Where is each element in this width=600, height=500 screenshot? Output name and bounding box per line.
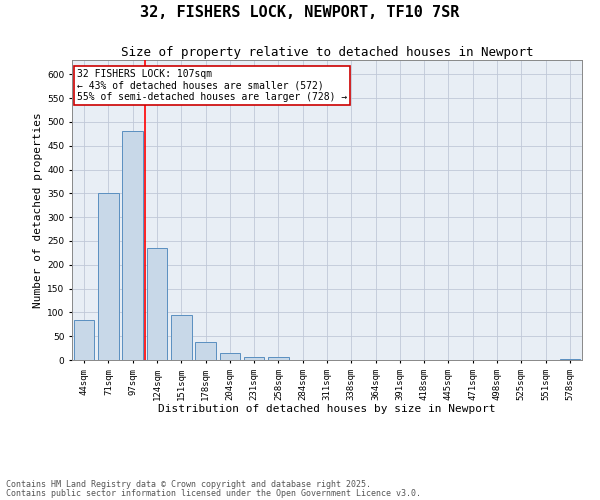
Bar bbox=[195, 342, 216, 360]
Text: 32 FISHERS LOCK: 107sqm
← 43% of detached houses are smaller (572)
55% of semi-d: 32 FISHERS LOCK: 107sqm ← 43% of detache… bbox=[77, 69, 347, 102]
Bar bbox=[171, 315, 191, 360]
Bar bbox=[268, 356, 289, 360]
Bar bbox=[244, 357, 265, 360]
Bar bbox=[122, 132, 143, 360]
Title: Size of property relative to detached houses in Newport: Size of property relative to detached ho… bbox=[121, 46, 533, 59]
Text: Contains HM Land Registry data © Crown copyright and database right 2025.: Contains HM Land Registry data © Crown c… bbox=[6, 480, 371, 489]
Text: 32, FISHERS LOCK, NEWPORT, TF10 7SR: 32, FISHERS LOCK, NEWPORT, TF10 7SR bbox=[140, 5, 460, 20]
Bar bbox=[560, 359, 580, 360]
Bar bbox=[220, 353, 240, 360]
Y-axis label: Number of detached properties: Number of detached properties bbox=[33, 112, 43, 308]
X-axis label: Distribution of detached houses by size in Newport: Distribution of detached houses by size … bbox=[158, 404, 496, 414]
Bar bbox=[98, 194, 119, 360]
Bar bbox=[74, 320, 94, 360]
Text: Contains public sector information licensed under the Open Government Licence v3: Contains public sector information licen… bbox=[6, 488, 421, 498]
Bar bbox=[146, 248, 167, 360]
